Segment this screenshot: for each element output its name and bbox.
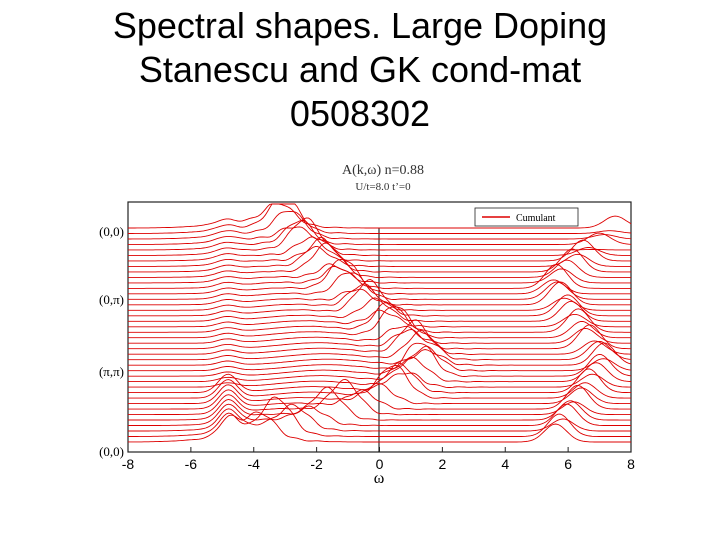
- x-tick-label-0: -8: [122, 456, 135, 472]
- spectral-curve-4: [128, 386, 631, 421]
- spectral-curve-15: [128, 329, 632, 361]
- spectral-curve-24: [128, 283, 631, 311]
- spectral-curve-11: [128, 356, 632, 383]
- spectral-curve-36: [128, 226, 632, 245]
- spectral-curve-13: [128, 345, 632, 372]
- legend: Cumulant: [474, 207, 579, 227]
- k-label-3: (0,0): [99, 444, 124, 459]
- spectral-curve-5: [128, 378, 631, 416]
- k-label-1: (0,π): [99, 292, 124, 307]
- spectral-curve-16: [128, 319, 632, 355]
- k-label-0: (0,0): [99, 224, 124, 239]
- x-axis-ticks: -8 -6 -4 -2 0 2 4 6 8: [122, 447, 635, 472]
- spectral-curve-22: [128, 297, 631, 323]
- spectral-curve-0: [128, 411, 631, 443]
- spectral-curve-25: [128, 281, 631, 306]
- spectral-curve-34: [128, 217, 631, 256]
- spectral-curve-33: [128, 236, 631, 262]
- k-path-labels: (0,0) (0,π) (π,π) (0,0): [99, 224, 124, 459]
- spectral-curve-32: [128, 246, 631, 267]
- spectral-curve-31: [128, 236, 631, 273]
- spectral-curve-1: [128, 396, 631, 437]
- x-axis-label: ω: [374, 470, 385, 487]
- spectral-curve-2: [128, 403, 631, 432]
- spectral-curve-23: [128, 279, 631, 317]
- x-tick-label-7: 6: [564, 456, 572, 472]
- x-tick-label-8: 8: [627, 456, 635, 472]
- chart-title: A(k,ω) n=0.88: [342, 163, 424, 178]
- spectral-curve-39: [128, 203, 632, 229]
- spectral-curve-18: [128, 325, 631, 345]
- x-tick-label-4: 0: [376, 456, 384, 472]
- spectral-curve-12: [128, 342, 632, 377]
- x-tick-label-3: -2: [310, 456, 323, 472]
- spectral-curve-38: [128, 203, 632, 234]
- spectral-curve-35: [128, 219, 631, 251]
- spectral-curve-6: [128, 385, 631, 410]
- spectral-chart: A(k,ω) n=0.88 U/t=8.0 t’=0 -8 -6 -4 -2 0 2 4 6 8…: [99, 163, 635, 487]
- k-label-2: (π,π): [99, 364, 124, 379]
- x-tick-label-1: -6: [185, 456, 198, 472]
- slide-title-line-3: 0508302: [289, 93, 431, 134]
- chart-subtitle: U/t=8.0 t’=0: [355, 181, 411, 193]
- spectral-curve-29: [128, 263, 631, 284]
- spectral-curve-37: [128, 211, 632, 240]
- spectral-curve-26: [128, 272, 631, 300]
- spectral-curve-17: [128, 324, 631, 350]
- slide-title: Spectral shapes. Large Doping Stanescu a…: [0, 0, 720, 136]
- spectral-curve-8: [128, 364, 631, 399]
- spectral-curve-19: [128, 306, 631, 339]
- spectral-curve-21: [128, 309, 631, 328]
- spectral-curve-10: [128, 372, 631, 388]
- legend-label: Cumulant: [516, 213, 556, 224]
- slide-title-line-1: Spectral shapes. Large Doping: [112, 5, 608, 46]
- spectral-curve-27: [128, 258, 631, 295]
- spectral-curve-20: [128, 302, 631, 334]
- spectral-curve-9: [128, 362, 631, 394]
- spectral-curves: [128, 203, 632, 443]
- spectral-curve-3: [128, 403, 631, 427]
- x-tick-label-6: 4: [501, 456, 509, 472]
- spectral-curve-14: [128, 342, 632, 367]
- x-tick-label-5: 2: [438, 456, 446, 472]
- x-tick-label-2: -4: [248, 456, 261, 472]
- spectral-curve-28: [128, 263, 631, 290]
- slide-title-line-2: Stanescu and GK cond-mat: [138, 49, 582, 90]
- spectral-curve-30: [128, 242, 631, 279]
- legend-box: [474, 207, 579, 227]
